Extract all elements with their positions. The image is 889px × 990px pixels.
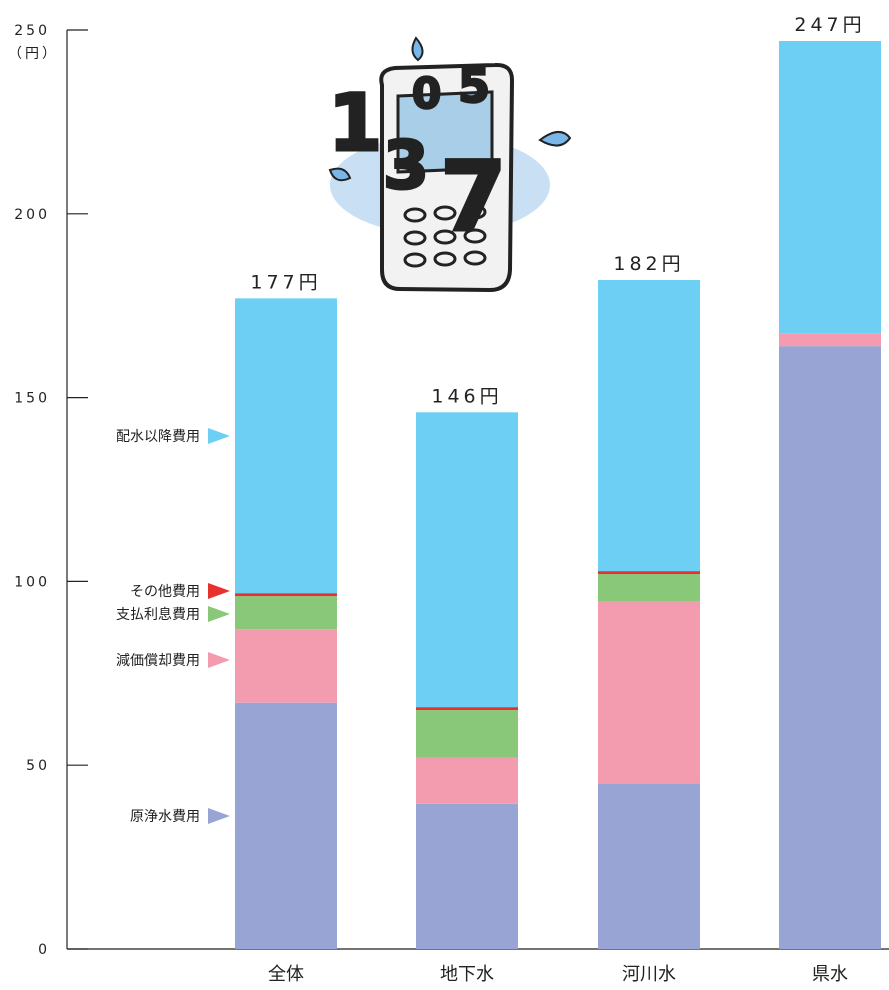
y-tick-label: 0	[38, 942, 50, 958]
bar-segment	[416, 757, 518, 804]
bar-segment	[598, 574, 700, 602]
bar-segment	[235, 596, 337, 630]
y-tick-label: 200	[14, 207, 50, 223]
y-axis-unit-label: （円）	[8, 46, 59, 62]
legend-label: その他費用	[130, 584, 200, 600]
y-tick-label: 150	[14, 391, 50, 407]
digit-five: 5	[458, 59, 490, 113]
legend-arrow-icon	[208, 583, 230, 599]
bar-segment	[416, 412, 518, 708]
legend-label: 支払利息費用	[116, 606, 200, 623]
bar-total-label: 177円	[250, 271, 321, 293]
bar-segment	[235, 298, 337, 594]
y-tick-label: 250	[14, 23, 50, 39]
bar-segment	[779, 41, 881, 334]
digit-three: 3	[383, 127, 429, 204]
x-category-label: 県水	[812, 964, 848, 985]
y-ticks: 0 50 100 150 200 250	[14, 23, 88, 958]
bar-segment	[235, 629, 337, 703]
legend-arrow-icon	[208, 428, 230, 444]
x-category-label: 河川水	[622, 964, 676, 985]
bar-segment	[779, 346, 881, 949]
mobile-phone-with-numbers-icon: 1 0 5 3 7	[327, 36, 572, 293]
bar-total-label: 182円	[613, 253, 684, 275]
y-tick-label: 100	[14, 574, 50, 590]
bar-segment	[598, 279, 700, 572]
bar-segment	[416, 710, 518, 758]
x-category-label: 全体	[268, 964, 304, 985]
bar-segment	[416, 803, 518, 949]
bar-segment	[598, 601, 700, 784]
bar-segment	[598, 783, 700, 949]
bar-total-label: 146円	[431, 385, 502, 407]
digit-zero: 0	[412, 69, 441, 118]
bar-segment	[235, 702, 337, 949]
bar-total-label: 247円	[794, 14, 865, 36]
legend-label: 原浄水費用	[130, 809, 200, 825]
digit-seven: 7	[440, 141, 507, 253]
x-category-label: 地下水	[440, 964, 494, 985]
legend-label: 減価償却費用	[116, 652, 200, 669]
bar-segment	[235, 593, 337, 597]
bar-segment	[416, 707, 518, 711]
y-tick-label: 50	[26, 758, 50, 774]
digit-one: 1	[328, 79, 382, 169]
bar-segment	[598, 571, 700, 575]
legend-label: 配水以降費用	[116, 429, 200, 445]
bar-segment	[779, 333, 881, 347]
legend-arrow-icon	[208, 652, 230, 668]
legend-arrow-icon	[208, 606, 230, 622]
legend-arrow-icon	[208, 808, 230, 824]
